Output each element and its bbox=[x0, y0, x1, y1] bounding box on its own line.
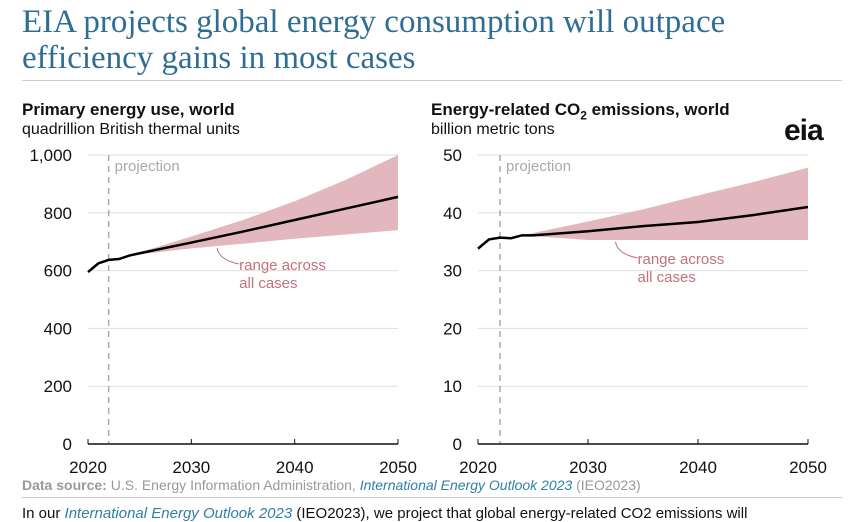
source-label: Data source: bbox=[22, 477, 107, 493]
y-tick-label: 600 bbox=[44, 262, 72, 281]
y-tick-label: 30 bbox=[443, 262, 462, 281]
projection-label: projection bbox=[506, 158, 571, 175]
series-line bbox=[87, 195, 399, 274]
y-tick-label: 1,000 bbox=[29, 146, 72, 165]
projection-label: projection bbox=[115, 158, 180, 175]
left-chart-subtitle: quadrillion British thermal units bbox=[22, 121, 240, 138]
y-tick-label: 0 bbox=[63, 435, 72, 454]
range-area bbox=[129, 155, 399, 256]
body-link[interactable]: International Energy Outlook 2023 bbox=[64, 505, 293, 522]
x-tick-label: 2030 bbox=[172, 458, 210, 477]
y-tick-label: 20 bbox=[443, 319, 462, 338]
annotation-label: all cases bbox=[239, 275, 297, 292]
right-chart-subtitle: billion metric tons bbox=[431, 121, 555, 138]
data-source: Data source: U.S. Energy Information Adm… bbox=[22, 477, 641, 493]
body-pre: In our bbox=[22, 505, 65, 522]
annotation-label: all cases bbox=[638, 269, 696, 286]
y-tick-label: 400 bbox=[44, 319, 72, 338]
y-tick-label: 200 bbox=[44, 377, 72, 396]
x-tick-label: 2050 bbox=[789, 458, 827, 477]
right-chart-title: Energy-related CO2 emissions, world bbox=[431, 100, 730, 122]
title-text: Energy-related CO bbox=[431, 100, 581, 119]
source-text: U.S. Energy Information Administration, bbox=[106, 477, 360, 493]
x-tick-label: 2050 bbox=[379, 458, 417, 477]
y-tick-label: 800 bbox=[44, 204, 72, 223]
source-link[interactable]: International Energy Outlook 2023 bbox=[359, 477, 573, 493]
annotation-leader bbox=[216, 247, 240, 265]
body-text: In our International Energy Outlook 2023… bbox=[22, 505, 747, 522]
source-divider bbox=[22, 497, 842, 498]
title-subscript: 2 bbox=[580, 108, 587, 123]
x-tick-label: 2040 bbox=[679, 458, 717, 477]
x-tick-label: 2020 bbox=[459, 458, 497, 477]
page-title: EIA projects global energy consumption w… bbox=[22, 4, 726, 76]
source-suffix: (IEO2023) bbox=[572, 477, 641, 493]
annotation-label: range across bbox=[638, 251, 725, 268]
y-tick-label: 40 bbox=[443, 204, 462, 223]
y-tick-label: 50 bbox=[443, 146, 462, 165]
left-chart-title: Primary energy use, world bbox=[22, 100, 235, 119]
x-tick-label: 2040 bbox=[276, 458, 314, 477]
x-tick-label: 2020 bbox=[69, 458, 107, 477]
title-divider bbox=[22, 80, 842, 81]
x-tick-label: 2030 bbox=[569, 458, 607, 477]
y-tick-label: 0 bbox=[453, 435, 462, 454]
annotation-label: range across bbox=[239, 257, 326, 274]
range-area bbox=[522, 167, 808, 240]
annotation-leader bbox=[615, 241, 638, 259]
body-post: (IEO2023), we project that global energy… bbox=[292, 505, 748, 522]
eia-logo: eia bbox=[784, 114, 824, 147]
y-tick-label: 10 bbox=[443, 377, 462, 396]
series-line bbox=[477, 205, 809, 250]
title-text-end: emissions, world bbox=[586, 100, 730, 119]
